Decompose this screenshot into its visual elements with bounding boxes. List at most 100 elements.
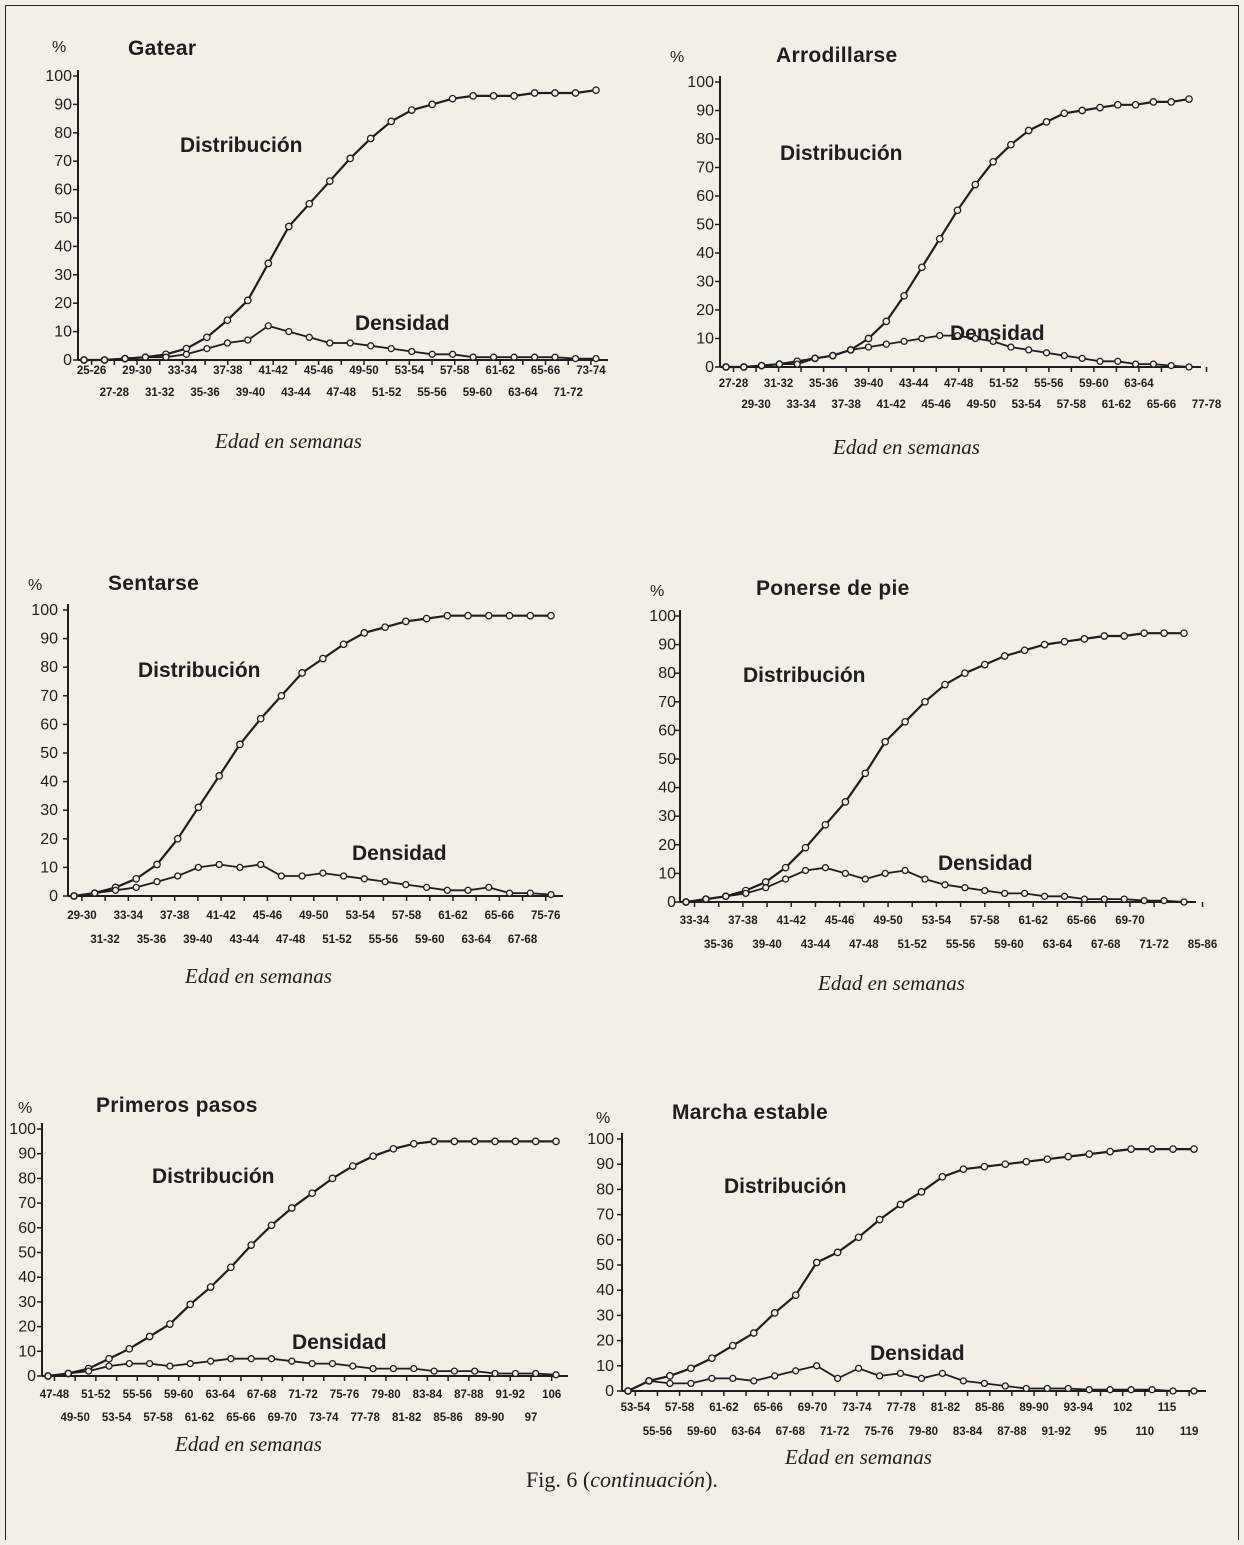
annotation-distribucion: Distribución (780, 142, 903, 165)
y-tick-label: 40 (18, 1269, 36, 1286)
x-tick-label: 35-36 (704, 939, 733, 951)
data-point (875, 1372, 884, 1380)
data-point (530, 89, 539, 97)
y-tick-label: 50 (18, 1245, 36, 1262)
data-point (326, 339, 334, 347)
x-tick-label: 31-32 (764, 378, 793, 390)
x-tick-label: 39-40 (854, 378, 883, 390)
data-point (841, 869, 850, 878)
figure-caption: Fig. 6 (continuación). (0, 1467, 1244, 1493)
y-tick-label: 60 (658, 722, 676, 739)
data-point (961, 884, 969, 892)
data-point (1190, 1387, 1198, 1395)
data-point (510, 92, 518, 100)
data-point (223, 339, 232, 347)
data-point (236, 863, 244, 872)
data-point (1180, 898, 1188, 906)
x-tick-label: 73-74 (309, 1412, 339, 1424)
data-point (682, 898, 690, 906)
data-point (813, 1362, 821, 1370)
data-point (833, 1374, 842, 1383)
data-point (552, 1137, 560, 1146)
x-tick-label: 65-66 (1147, 399, 1176, 411)
x-axis-label: Edad en semanas (184, 964, 332, 988)
data-point (325, 177, 334, 185)
data-point (84, 1367, 93, 1375)
data-point (264, 259, 273, 268)
data-point (1096, 357, 1104, 365)
x-tick-label: 65-66 (226, 1412, 255, 1424)
series-densidad (70, 860, 555, 900)
x-axis-label: Edad en semanas (832, 435, 980, 459)
x-tick-label: 31-32 (145, 387, 174, 399)
x-tick-label: 55-56 (946, 939, 975, 951)
data-point (1131, 360, 1140, 368)
data-point (801, 866, 810, 875)
data-point (801, 843, 810, 852)
x-tick-label: 115 (1158, 1402, 1177, 1414)
y-tick-label: 50 (696, 217, 714, 234)
data-point (267, 1221, 276, 1230)
y-tick-label: 10 (658, 865, 676, 882)
chart-gatear: 0 10 20 30 40 50 60 70 80 90 100% Gatear Distribució… (45, 37, 608, 453)
x-tick-label: 75-76 (330, 1389, 359, 1401)
x-tick-label: 51-52 (989, 378, 1018, 390)
data-point (854, 1364, 863, 1372)
x-tick-label: 61-62 (1102, 399, 1131, 411)
data-point (1022, 1157, 1031, 1166)
data-point (153, 878, 161, 886)
y-tick-label: 90 (658, 637, 676, 654)
x-tick-label: 55-56 (643, 1426, 672, 1438)
data-point (206, 1357, 215, 1365)
data-point (1106, 1386, 1114, 1394)
y-tick-label: 100 (31, 602, 58, 619)
data-point (571, 89, 580, 97)
data-point (1020, 889, 1029, 898)
y-tick-label: 0 (705, 359, 714, 376)
data-point (740, 363, 748, 371)
x-tick-label: 106 (542, 1389, 561, 1401)
data-point (430, 1367, 438, 1375)
data-point (989, 337, 997, 346)
data-point (901, 866, 909, 875)
x-tick-label: 81-82 (931, 1402, 960, 1414)
data-point (989, 157, 997, 166)
y-tick-label: 90 (596, 1156, 614, 1173)
data-point (243, 296, 252, 305)
x-tick-label: 37-38 (160, 910, 190, 922)
x-tick-label: 29-30 (67, 910, 96, 922)
data-point (360, 629, 369, 637)
data-point (1160, 629, 1168, 638)
data-point (829, 351, 837, 360)
annotation-densidad: Densidad (938, 852, 1033, 875)
data-point (938, 1369, 947, 1378)
x-tick-label: 71-72 (554, 387, 583, 399)
x-tick-label: 49-50 (299, 910, 328, 922)
data-point (348, 1162, 357, 1170)
data-point (64, 1369, 72, 1378)
data-point (532, 1369, 540, 1378)
x-tick-label: 67-68 (247, 1389, 277, 1401)
data-point (469, 353, 477, 361)
data-point (284, 222, 293, 231)
data-point (882, 340, 890, 348)
annotation-densidad: Densidad (355, 312, 450, 335)
data-point (833, 1248, 842, 1257)
x-tick-label: 29-30 (741, 399, 770, 411)
data-point (1127, 1386, 1135, 1394)
data-point (708, 1374, 716, 1383)
data-point (792, 1367, 800, 1375)
data-point (901, 717, 909, 726)
data-point (389, 1144, 398, 1153)
x-tick-label: 79-80 (371, 1389, 400, 1401)
data-point (401, 617, 410, 626)
y-tick-label: 30 (658, 808, 676, 825)
data-point (530, 353, 539, 361)
data-point (491, 1137, 499, 1146)
x-tick-label: 63-64 (205, 1389, 235, 1401)
data-point (981, 886, 989, 895)
x-tick-label: 35-36 (137, 934, 166, 946)
data-point (1148, 1386, 1156, 1394)
y-tick-label: 20 (658, 837, 676, 854)
